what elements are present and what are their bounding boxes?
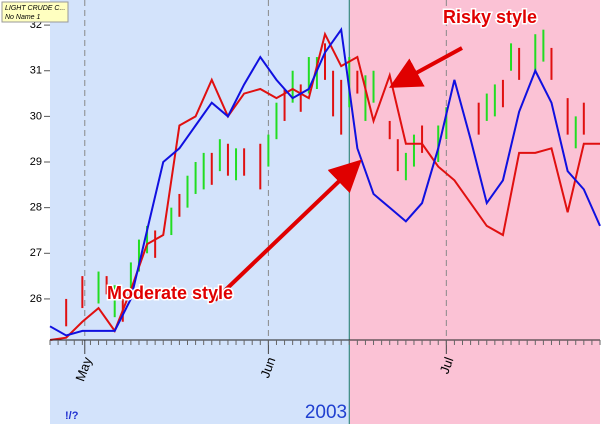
region xyxy=(349,0,600,424)
marks xyxy=(49,27,601,341)
annotation: Risky style xyxy=(443,7,537,27)
y-tick-label: 30 xyxy=(30,110,42,122)
region xyxy=(50,0,350,424)
y-tick-label: 28 xyxy=(30,202,42,214)
grid xyxy=(84,0,447,340)
indicator-line xyxy=(49,27,601,337)
y-tick-label: 26 xyxy=(30,293,42,305)
annotation-text: Moderate style xyxy=(107,283,233,303)
annotation: Moderate style xyxy=(107,283,233,303)
corner-mark: !/? xyxy=(65,410,79,422)
arrow xyxy=(213,159,362,302)
y-tick-label: 29 xyxy=(30,156,42,168)
x-tick-label: Jul xyxy=(437,355,457,376)
annotation-text: Risky style xyxy=(443,7,537,27)
arrow xyxy=(388,46,463,88)
legend-box xyxy=(1,1,69,23)
left-margin xyxy=(0,0,50,424)
instrument: LIGHT CRUDE C... xyxy=(5,5,65,12)
y-tick-label: 31 xyxy=(30,65,42,77)
x-tick-label: Jun xyxy=(257,355,278,380)
year-label: 2003 xyxy=(305,402,347,423)
sheet-name: No Name 1 xyxy=(5,14,41,21)
y-tick-label: 27 xyxy=(30,247,42,259)
indicator-line xyxy=(49,31,600,341)
